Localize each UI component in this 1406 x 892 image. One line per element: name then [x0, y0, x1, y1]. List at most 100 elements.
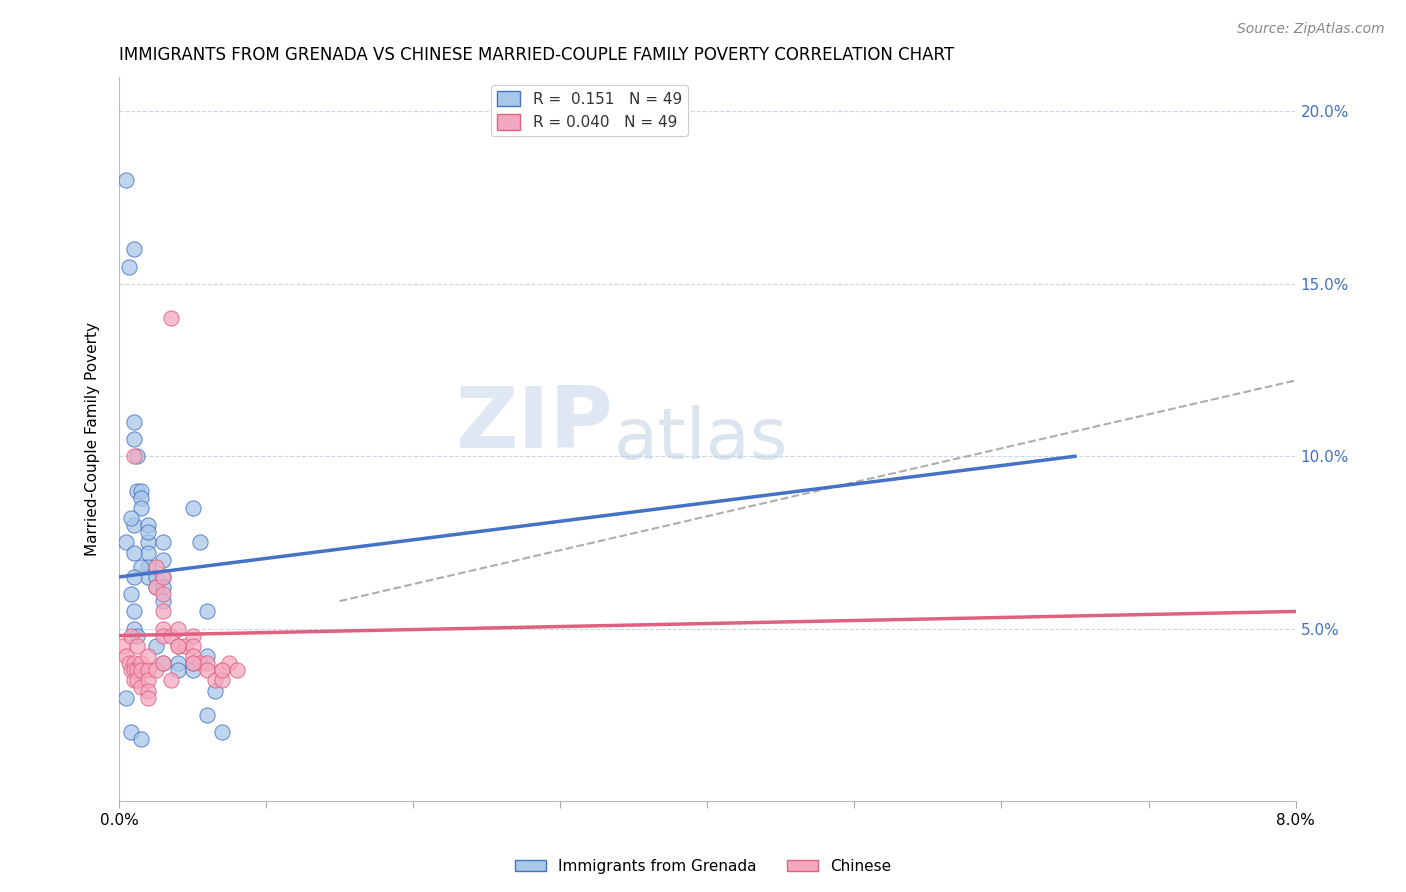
Point [129, 732, 152, 747]
Point [129, 491, 152, 505]
Point [138, 649, 160, 664]
Point [181, 639, 204, 653]
Point [211, 663, 233, 677]
Point [225, 663, 247, 677]
Point [115, 535, 138, 549]
Point [152, 604, 174, 618]
Point [152, 594, 174, 608]
Point [167, 639, 190, 653]
Point [145, 559, 167, 574]
Point [145, 580, 167, 594]
Point [122, 673, 145, 688]
Point [152, 587, 174, 601]
Point [159, 311, 181, 326]
Point [129, 483, 152, 498]
Text: IMMIGRANTS FROM GRENADA VS CHINESE MARRIED-COUPLE FAMILY POVERTY CORRELATION CHA: IMMIGRANTS FROM GRENADA VS CHINESE MARRI… [120, 46, 955, 64]
Point [138, 525, 160, 540]
Legend: R =  0.151   N = 49, R = 0.040   N = 49: R = 0.151 N = 49, R = 0.040 N = 49 [491, 85, 688, 136]
Point [115, 173, 138, 187]
Point [122, 604, 145, 618]
Text: atlas: atlas [613, 404, 787, 474]
Point [159, 673, 181, 688]
Point [125, 449, 148, 463]
Point [218, 656, 240, 670]
Point [122, 656, 145, 670]
Point [138, 535, 160, 549]
Legend: Immigrants from Grenada, Chinese: Immigrants from Grenada, Chinese [509, 853, 897, 880]
Point [122, 432, 145, 446]
Point [145, 570, 167, 584]
Point [152, 656, 174, 670]
Point [122, 570, 145, 584]
Point [138, 690, 160, 705]
Point [188, 656, 211, 670]
Point [115, 649, 138, 664]
Point [152, 570, 174, 584]
Point [152, 570, 174, 584]
Point [138, 546, 160, 560]
Point [181, 649, 204, 664]
Point [152, 552, 174, 566]
Point [195, 649, 218, 664]
Point [204, 683, 226, 698]
Point [129, 559, 152, 574]
Point [145, 639, 167, 653]
Point [129, 500, 152, 515]
Point [195, 656, 218, 670]
Point [181, 656, 204, 670]
Point [122, 449, 145, 463]
Point [120, 725, 142, 739]
Point [181, 663, 204, 677]
Point [138, 518, 160, 533]
Point [211, 673, 233, 688]
Point [174, 639, 197, 653]
Point [122, 518, 145, 533]
Point [167, 663, 190, 677]
Point [181, 629, 204, 643]
Point [167, 622, 190, 636]
Point [122, 622, 145, 636]
Point [152, 622, 174, 636]
Point [167, 656, 190, 670]
Point [188, 535, 211, 549]
Point [152, 535, 174, 549]
Point [125, 673, 148, 688]
Point [167, 639, 190, 653]
Point [138, 559, 160, 574]
Point [195, 707, 218, 722]
Point [152, 656, 174, 670]
Point [138, 683, 160, 698]
Point [112, 639, 135, 653]
Point [122, 243, 145, 257]
Point [125, 483, 148, 498]
Point [120, 663, 142, 677]
Point [129, 681, 152, 695]
Point [125, 639, 148, 653]
Point [159, 629, 181, 643]
Point [181, 656, 204, 670]
Point [145, 580, 167, 594]
Point [122, 663, 145, 677]
Point [152, 629, 174, 643]
Point [118, 260, 141, 274]
Y-axis label: Married-Couple Family Poverty: Married-Couple Family Poverty [86, 322, 100, 556]
Point [125, 629, 148, 643]
Point [211, 725, 233, 739]
Point [125, 663, 148, 677]
Point [195, 663, 218, 677]
Point [115, 690, 138, 705]
Point [120, 629, 142, 643]
Point [129, 663, 152, 677]
Point [120, 511, 142, 525]
Text: Source: ZipAtlas.com: Source: ZipAtlas.com [1237, 22, 1385, 37]
Point [145, 663, 167, 677]
Point [122, 546, 145, 560]
Point [118, 656, 141, 670]
Text: ZIP: ZIP [456, 383, 613, 466]
Point [195, 604, 218, 618]
Point [138, 673, 160, 688]
Point [138, 663, 160, 677]
Point [122, 415, 145, 429]
Point [138, 570, 160, 584]
Point [120, 587, 142, 601]
